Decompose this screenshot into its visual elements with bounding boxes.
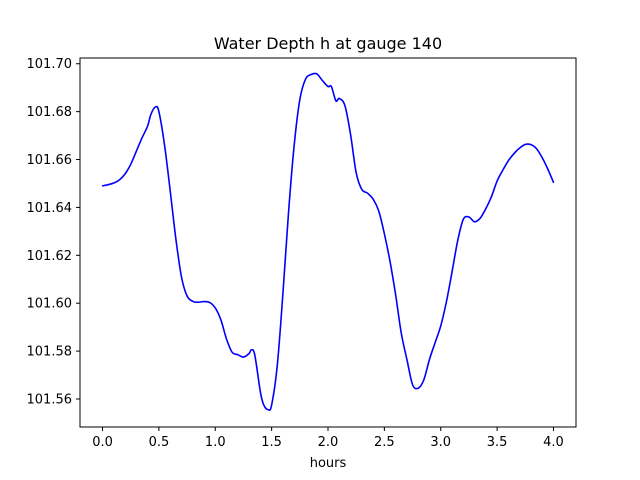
series-layer xyxy=(101,72,555,411)
x-tick-label: 0.5 xyxy=(149,435,170,450)
x-axis-label: hours xyxy=(310,456,347,471)
y-tick-label: 101.56 xyxy=(27,392,73,407)
x-tick-label: 1.5 xyxy=(261,435,282,450)
y-axis: 101.56 101.58 101.60 101.62 101.64 101.66 101.… xyxy=(27,57,80,407)
y-tick-label: 101.58 xyxy=(27,345,73,360)
y-tick-label: 101.64 xyxy=(27,201,73,216)
x-tick-label: 0.0 xyxy=(92,435,113,450)
chart-title: Water Depth h at gauge 140 xyxy=(214,34,442,53)
y-tick-label: 101.68 xyxy=(27,105,73,120)
y-tick-label: 101.62 xyxy=(27,249,73,264)
x-tick-label: 2.0 xyxy=(318,435,339,450)
x-tick-label: 3.5 xyxy=(487,435,508,450)
x-axis: 0.0 0.5 1.0 1.5 2.0 2.5 3.0 3.5 4.0 xyxy=(92,427,564,450)
y-tick-label: 101.66 xyxy=(27,153,73,168)
x-tick-label: 4.0 xyxy=(543,435,564,450)
x-tick-label: 3.0 xyxy=(430,435,451,450)
x-tick-label: 2.5 xyxy=(374,435,395,450)
y-tick-label: 101.60 xyxy=(27,297,73,312)
series-line-0 xyxy=(101,72,555,411)
x-tick-label: 1.0 xyxy=(205,435,226,450)
y-tick-label: 101.70 xyxy=(27,57,73,72)
